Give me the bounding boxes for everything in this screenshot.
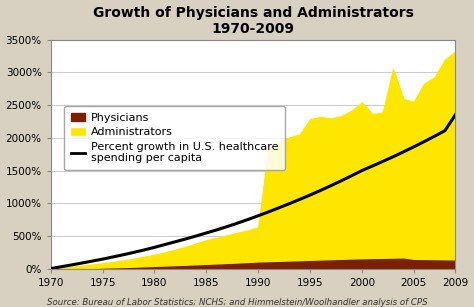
Legend: Physicians, Administrators, Percent growth in U.S. healthcare
spending per capit: Physicians, Administrators, Percent grow… (64, 106, 285, 170)
Text: Source: Bureau of Labor Statistics; NCHS; and Himmelstein/Woolhandler analysis o: Source: Bureau of Labor Statistics; NCHS… (46, 298, 428, 307)
Title: Growth of Physicians and Administrators
1970-2009: Growth of Physicians and Administrators … (92, 6, 413, 36)
